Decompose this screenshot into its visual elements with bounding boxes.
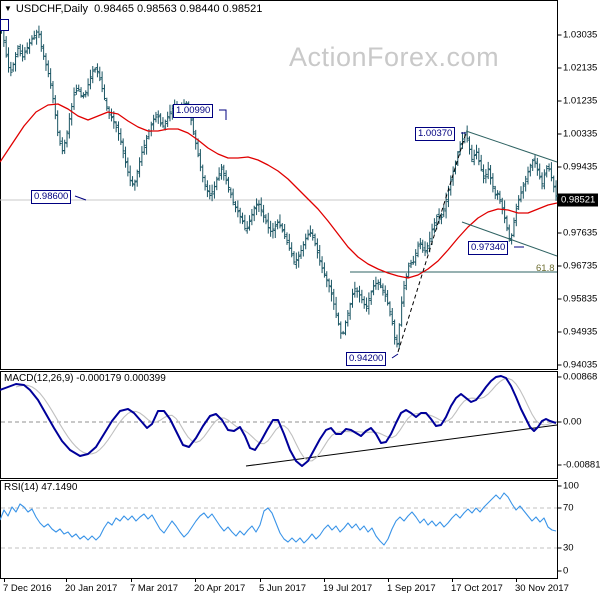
date-axis-label: 20 Apr 2017 <box>194 583 246 594</box>
date-axis-label: 7 Mar 2017 <box>130 583 179 594</box>
macd-axis-label: -0.00881 <box>563 459 600 471</box>
price-level-box: 0.97340 <box>468 241 509 255</box>
rsi-axis-label: 70 <box>563 502 574 514</box>
fib-61-8-label: 61.8 <box>536 263 555 274</box>
price-axis-label: 0.94035 <box>563 359 598 371</box>
price-axis-label: 0.95835 <box>563 293 598 305</box>
rsi-axis-label: 100 <box>563 480 579 492</box>
date-axis-label: 5 Jun 2017 <box>259 583 307 594</box>
price-axis-label: 1.00335 <box>563 128 598 140</box>
price-label-connector <box>74 195 87 201</box>
date-axis-label: 17 Oct 2017 <box>451 583 503 594</box>
date-axis-label: 19 Jul 2017 <box>323 583 373 594</box>
date-axis-label: 1 Sep 2017 <box>387 583 436 594</box>
date-axis-label: 20 Jan 2017 <box>65 583 118 594</box>
rsi-line <box>0 492 557 546</box>
price-level-box: 0.98600 <box>31 190 72 204</box>
date-axis-label: 30 Nov 2017 <box>515 583 569 594</box>
moving-average-line <box>0 103 558 279</box>
price-level-box: 0.94200 <box>346 352 387 366</box>
symbol-timeframe-label: USDCHF,Daily <box>15 3 89 15</box>
falling-channel-top <box>465 130 558 163</box>
rsi-axis-label: 0 <box>563 565 569 577</box>
price-axis-label: 1.02135 <box>563 62 598 74</box>
price-axis-label: 0.99435 <box>563 161 598 173</box>
macd-indicator-label: MACD(12,26,9) -0.000179 0.000399 <box>4 373 166 384</box>
watermark-text: ActionForex.com <box>289 42 500 72</box>
macd-signal-line <box>15 377 557 462</box>
macd-panel-frame <box>0 371 558 479</box>
price-bars <box>0 25 558 350</box>
symbol-dropdown-icon[interactable]: ▼ <box>4 4 12 13</box>
dashed-rising-trendline <box>397 132 467 353</box>
macd-axis-label: 0.00868 <box>563 371 598 383</box>
price-axis-label: 0.97635 <box>563 227 598 239</box>
price-axis-label: 1.01235 <box>563 95 598 107</box>
rsi-axis-label: 30 <box>563 542 574 554</box>
rsi-panel-frame <box>0 480 558 579</box>
current-price-tag: 0.98521 <box>558 193 599 207</box>
price-level-box: 1.00990 <box>173 104 214 118</box>
price-level-box: 1.00370 <box>415 127 456 141</box>
macd-axis-label: 0.00 <box>563 416 582 428</box>
date-axis-label: 7 Dec 2016 <box>3 583 52 594</box>
macd-main-line <box>0 375 557 467</box>
price-label-connector <box>219 109 227 120</box>
chart-title-bar: ▼ USDCHF,Daily 0.98465 0.98563 0.98440 0.… <box>4 3 262 15</box>
clipped-price-label-box <box>0 19 9 31</box>
main-panel-frame <box>0 0 558 370</box>
price-axis-label: 0.94935 <box>563 326 598 338</box>
price-axis-label: 0.96735 <box>563 260 598 272</box>
macd-rising-trendline <box>245 424 558 467</box>
ohlc-values: 0.98465 0.98563 0.98440 0.98521 <box>94 3 263 15</box>
falling-inner-resistance <box>461 221 558 257</box>
price-axis-label: 1.03035 <box>563 29 598 41</box>
rsi-indicator-label: RSI(14) 47.1490 <box>4 482 78 493</box>
price-label-connector <box>391 353 399 359</box>
